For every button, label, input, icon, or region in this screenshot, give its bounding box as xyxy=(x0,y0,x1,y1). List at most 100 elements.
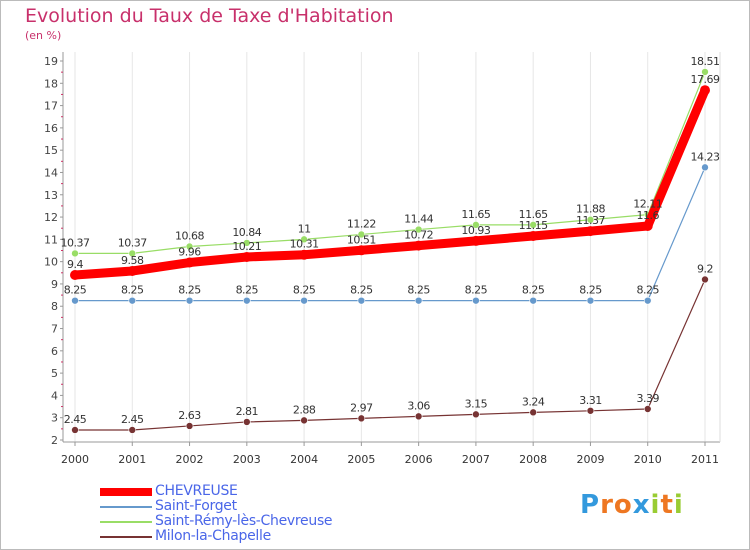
data-point-saint-forget xyxy=(185,296,194,305)
data-point-milon xyxy=(300,416,308,425)
data-point-saint-remy xyxy=(357,230,366,239)
data-point-saint-forget xyxy=(414,296,423,305)
series-line-milon xyxy=(74,278,706,431)
data-label-saint-forget: 8.25 xyxy=(236,284,259,297)
legend-item-saint-forget[interactable]: Saint-Forget xyxy=(100,498,360,514)
data-label-saint-remy: 12.11 xyxy=(633,198,662,211)
x-tick-label: 2000 xyxy=(61,453,89,466)
data-point-chevreuse xyxy=(642,220,653,231)
data-label-chevreuse: 9.58 xyxy=(121,254,144,267)
data-point-saint-forget xyxy=(71,296,79,305)
x-tick-label: 2003 xyxy=(233,453,261,466)
data-point-saint-forget xyxy=(300,296,308,305)
data-point-saint-remy xyxy=(472,221,480,229)
y-tick-label: 6 xyxy=(51,345,58,358)
data-label-milon: 3.39 xyxy=(636,392,659,405)
data-point-saint-remy xyxy=(185,242,194,251)
data-point-saint-forget xyxy=(529,296,537,305)
y-tick-label: 19 xyxy=(44,55,58,68)
y-tick-label: 5 xyxy=(51,367,58,380)
data-point-saint-forget xyxy=(128,296,137,305)
y-tick-label: 16 xyxy=(44,122,58,135)
data-label-milon: 2.88 xyxy=(293,403,316,416)
data-point-saint-remy xyxy=(701,68,709,76)
data-point-chevreuse xyxy=(585,226,596,237)
logo-letter: i xyxy=(673,490,684,520)
legend-item-chevreuse[interactable]: CHEVREUSE xyxy=(100,483,360,499)
data-label-chevreuse: 11.37 xyxy=(576,214,605,227)
data-point-milon xyxy=(701,275,709,284)
legend-swatch-milon xyxy=(100,536,152,538)
data-label-milon: 3.24 xyxy=(522,395,545,408)
data-label-saint-forget: 14.23 xyxy=(691,150,720,163)
data-point-chevreuse xyxy=(70,270,80,281)
data-point-milon xyxy=(128,426,137,434)
y-tick-label: 11 xyxy=(44,233,58,246)
data-point-milon xyxy=(357,414,366,423)
data-point-milon xyxy=(472,410,480,419)
x-tick-label: 2010 xyxy=(634,453,662,466)
data-label-saint-remy: 10.68 xyxy=(175,229,204,242)
data-point-milon xyxy=(243,418,251,426)
data-label-saint-remy: 18.51 xyxy=(691,55,720,68)
x-tick-label: 2006 xyxy=(405,453,433,466)
data-point-saint-forget xyxy=(357,296,366,305)
data-label-milon: 2.81 xyxy=(236,405,259,418)
data-label-milon: 3.06 xyxy=(407,399,430,412)
data-label-chevreuse: 11.6 xyxy=(636,209,659,222)
data-label-milon: 2.63 xyxy=(178,409,201,422)
x-tick-label: 2001 xyxy=(118,453,146,466)
data-point-milon xyxy=(529,408,537,417)
y-tick-label: 17 xyxy=(44,100,58,113)
data-label-saint-forget: 8.25 xyxy=(121,284,144,297)
data-label-saint-forget: 8.25 xyxy=(465,284,488,297)
legend-label-milon: Milon-la-Chapelle xyxy=(155,528,271,544)
data-point-chevreuse xyxy=(413,240,424,251)
legend-label-chevreuse: CHEVREUSE xyxy=(155,483,238,499)
data-label-chevreuse: 17.69 xyxy=(691,73,720,86)
legend-item-milon[interactable]: Milon-la-Chapelle xyxy=(100,528,360,544)
data-label-milon: 3.31 xyxy=(579,394,602,407)
data-point-saint-remy xyxy=(586,215,595,224)
data-point-chevreuse xyxy=(470,235,481,246)
data-point-milon xyxy=(71,426,79,434)
x-tick-label: 2009 xyxy=(576,453,604,466)
y-tick-label: 13 xyxy=(44,189,58,202)
data-label-milon: 9.2 xyxy=(697,262,713,275)
y-tick-label: 7 xyxy=(51,323,58,336)
legend-label-saint-forget: Saint-Forget xyxy=(155,498,237,514)
proxiti-logo: Proxiti xyxy=(580,490,684,520)
logo-letter: i xyxy=(650,490,661,520)
legend-item-saint-remy[interactable]: Saint-Rémy-lès-Chevreuse xyxy=(100,513,360,529)
y-tick-label: 18 xyxy=(44,77,58,90)
data-label-chevreuse: 9.4 xyxy=(67,258,83,271)
data-point-chevreuse xyxy=(356,245,367,256)
data-point-chevreuse xyxy=(299,249,310,260)
data-label-chevreuse: 10.72 xyxy=(404,229,433,242)
data-label-saint-remy: 11.88 xyxy=(576,203,605,216)
data-point-chevreuse xyxy=(700,85,710,96)
data-point-saint-remy xyxy=(529,221,537,229)
data-point-chevreuse xyxy=(241,251,252,262)
data-point-saint-forget xyxy=(243,296,251,305)
y-tick-label: 15 xyxy=(44,144,58,157)
legend: CHEVREUSE Saint-Forget Saint-Rémy-lès-Ch… xyxy=(100,483,360,544)
y-axis-unit: (en %) xyxy=(25,29,62,42)
data-label-saint-remy: 11.65 xyxy=(519,208,548,221)
legend-label-saint-remy: Saint-Rémy-lès-Chevreuse xyxy=(155,513,333,529)
y-tick-label: 3 xyxy=(51,412,58,425)
chart-title: Evolution du Taux de Taxe d'Habitation xyxy=(25,5,394,27)
data-label-chevreuse: 11.15 xyxy=(519,219,548,232)
data-point-saint-remy xyxy=(71,249,79,258)
data-label-saint-remy: 10.37 xyxy=(118,236,147,249)
data-label-saint-forget: 8.25 xyxy=(178,284,201,297)
data-label-saint-forget: 8.25 xyxy=(350,284,373,297)
data-label-milon: 2.45 xyxy=(64,413,87,426)
data-point-saint-remy xyxy=(300,235,308,244)
y-tick-label: 12 xyxy=(44,211,58,224)
data-label-chevreuse: 10.21 xyxy=(232,240,261,253)
data-label-saint-remy: 11.22 xyxy=(347,217,376,230)
series-line-saint-forget xyxy=(74,166,706,302)
data-label-saint-remy: 10.37 xyxy=(61,236,90,249)
